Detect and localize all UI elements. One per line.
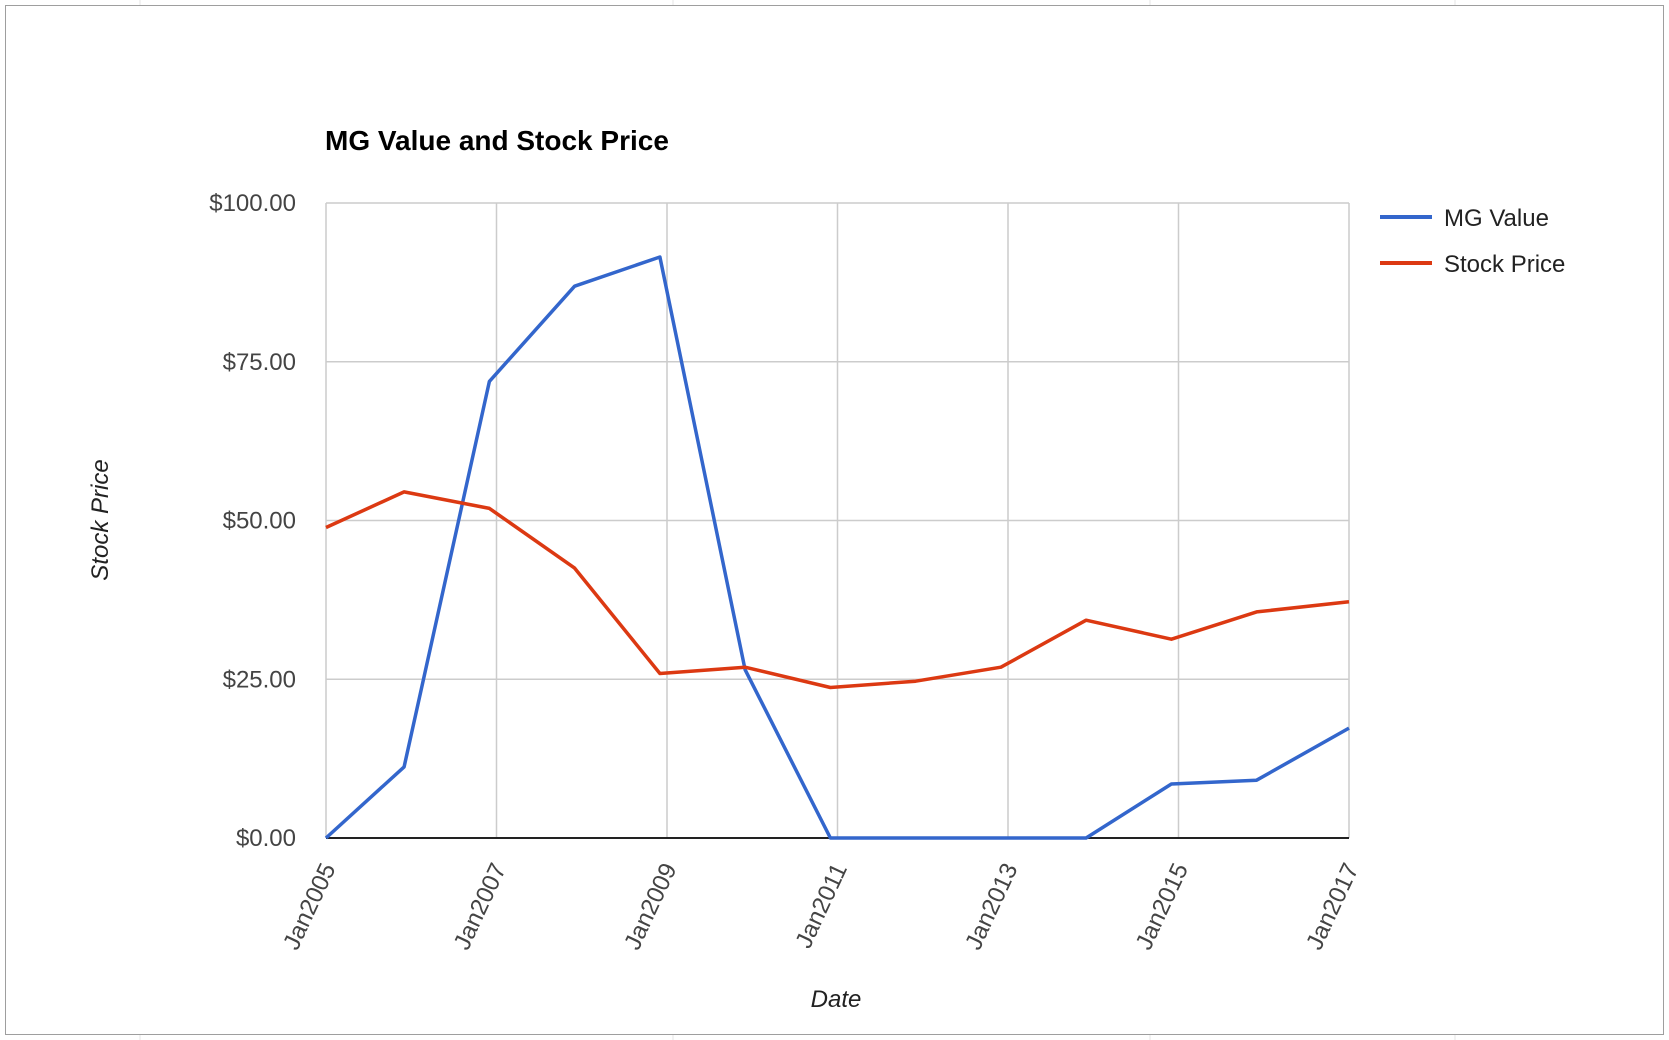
- series-lines: [324, 255, 1350, 840]
- legend[interactable]: MG Value Stock Price: [1380, 205, 1565, 278]
- x-tick-label: Jan2013: [960, 859, 1023, 954]
- legend-label-stock-price: Stock Price: [1444, 251, 1565, 278]
- x-tick-label: Jan2009: [619, 859, 682, 954]
- chart-title: MG Value and Stock Price: [325, 125, 669, 156]
- y-tick-label: $0.00: [236, 825, 296, 852]
- x-tick-label: Jan2007: [449, 859, 512, 954]
- legend-label-mg-value: MG Value: [1444, 205, 1549, 232]
- series-line-stock-price[interactable]: [325, 490, 1350, 690]
- y-tick-label: $25.00: [223, 666, 296, 693]
- x-axis-label: Date: [811, 986, 862, 1013]
- y-tick-label: $100.00: [209, 190, 296, 217]
- x-tick-label: Jan2011: [790, 859, 853, 952]
- y-axis-label: Stock Price: [87, 459, 114, 580]
- y-tick-label: $75.00: [223, 349, 296, 376]
- gridlines: [325, 202, 1350, 838]
- x-tick-label: Jan2015: [1131, 859, 1194, 954]
- series-line-mg-value[interactable]: [324, 255, 1350, 840]
- axes: $0.00 $25.00 $50.00 $75.00 $100.00 Jan2005 Jan…: [209, 190, 1364, 954]
- x-tick-label: Jan2017: [1301, 859, 1364, 954]
- x-tick-label: Jan2005: [278, 859, 341, 954]
- y-tick-label: $50.00: [223, 508, 296, 535]
